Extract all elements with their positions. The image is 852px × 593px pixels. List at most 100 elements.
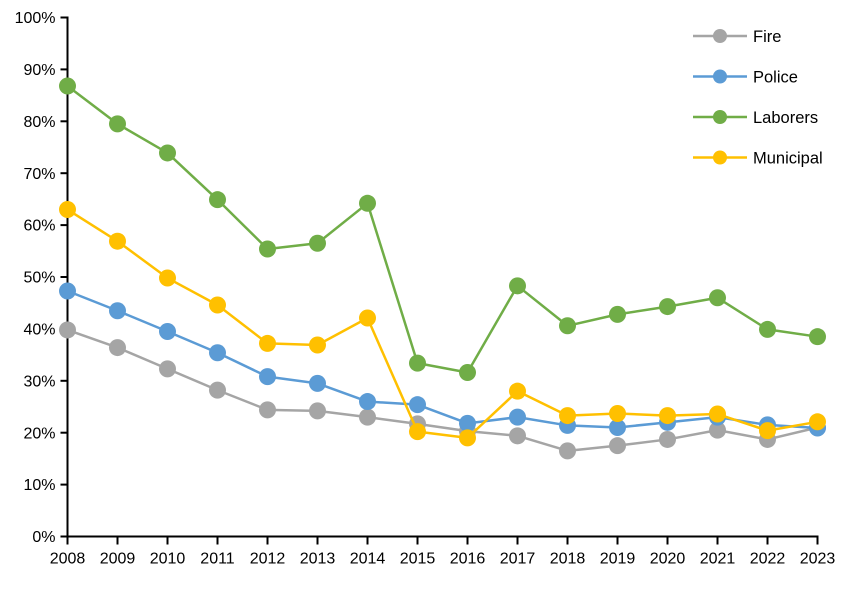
x-tick-label: 2022 [750, 551, 786, 568]
series-police-point [259, 368, 276, 386]
series-police-point [359, 393, 376, 411]
x-tick-label: 2021 [700, 551, 736, 568]
series-municipal-point [459, 429, 476, 447]
series-municipal-point [359, 309, 376, 327]
y-tick-label: 100% [15, 10, 56, 27]
series-laborers-point [659, 298, 676, 316]
y-tick-label: 40% [23, 322, 55, 339]
series-fire-point [59, 321, 76, 339]
series-municipal-point [759, 422, 776, 440]
series-fire-point [509, 427, 526, 445]
series-fire-point [159, 360, 176, 378]
series-laborers-point [259, 240, 276, 258]
series-laborers-point [409, 354, 426, 372]
legend-item-laborers: Laborers [693, 109, 818, 127]
x-tick-label: 2011 [200, 551, 235, 568]
series-municipal-point [659, 407, 676, 425]
series-laborers-point [159, 144, 176, 162]
x-tick-label: 2009 [100, 551, 136, 568]
series-municipal-point [109, 232, 126, 250]
series-municipal-point [259, 334, 276, 352]
x-tick-label: 2010 [150, 551, 186, 568]
series-laborers-point [709, 289, 726, 307]
y-axis-ticks: 0% 10% 20% 30% 40% 50% 60% 70% 80% 90% 100% [15, 10, 68, 546]
x-tick-label: 2018 [550, 551, 586, 568]
x-tick-label: 2017 [500, 551, 536, 568]
series-police-point [459, 414, 476, 432]
series-police-point [509, 408, 526, 426]
x-tick-label: 2019 [600, 551, 636, 568]
y-tick-label: 90% [23, 62, 55, 79]
x-tick-label: 2008 [50, 551, 86, 568]
legend-label-fire: Fire [753, 28, 781, 46]
series-municipal-point [59, 201, 76, 219]
series-fire [59, 321, 826, 460]
series-fire-line [67, 328, 818, 453]
x-tick-label: 2023 [800, 551, 836, 568]
legend-marker-police [713, 69, 727, 84]
y-tick-label: 70% [23, 166, 55, 183]
series-police-point [159, 322, 176, 340]
x-tick-label: 2020 [650, 551, 686, 568]
series-laborers-point [309, 234, 326, 252]
y-tick-label: 10% [23, 477, 55, 494]
series-laborers-point [509, 277, 526, 295]
series-laborers-point [359, 194, 376, 212]
series-police-point [409, 396, 426, 414]
series-laborers [59, 77, 826, 381]
legend-item-municipal: Municipal [693, 149, 823, 167]
series-fire-point [259, 401, 276, 419]
series-fire-point [659, 430, 676, 448]
y-tick-label: 50% [23, 270, 55, 287]
legend-item-police: Police [693, 68, 798, 86]
series-laborers-point [609, 305, 626, 323]
legend-label-police: Police [753, 68, 798, 86]
legend-marker-municipal [713, 150, 727, 165]
y-tick-label: 30% [23, 373, 55, 390]
series-police-point [109, 302, 126, 320]
series-fire-point [709, 421, 726, 439]
series-municipal-line [66, 208, 818, 440]
x-tick-label: 2013 [300, 551, 336, 568]
series-municipal-point [709, 405, 726, 423]
series-municipal-point [609, 404, 626, 422]
series-laborers-point [759, 320, 776, 338]
series-municipal-point [409, 423, 426, 441]
legend-label-laborers: Laborers [753, 109, 818, 127]
series-laborers-point [209, 191, 226, 209]
series-fire-point [309, 402, 326, 420]
series-laborers-point [59, 77, 76, 95]
series-municipal-point [809, 413, 826, 431]
x-axis-ticks: 2008 2009 2010 2011 2012 2013 2014 2015 2016 2017… [50, 536, 836, 568]
x-tick-label: 2015 [400, 551, 436, 568]
x-tick-label: 2012 [250, 551, 286, 568]
series-municipal [59, 201, 826, 447]
series-municipal-point [559, 407, 576, 425]
series-police-point [59, 282, 76, 300]
legend-marker-fire [713, 29, 727, 43]
x-tick-label: 2014 [350, 551, 386, 568]
y-tick-label: 0% [32, 529, 55, 546]
series-laborers-point [809, 328, 826, 346]
series-fire-point [109, 339, 126, 357]
legend: Fire Police Laborers Municipal [693, 28, 823, 167]
series-police-point [309, 374, 326, 392]
series-laborers-point [559, 317, 576, 335]
series-police-point [209, 344, 226, 362]
y-tick-label: 20% [23, 425, 55, 442]
legend-item-fire: Fire [693, 28, 781, 46]
series-fire-point [359, 408, 376, 426]
series-fire-point [609, 437, 626, 455]
series-municipal-point [509, 382, 526, 400]
x-tick-label: 2016 [450, 551, 486, 568]
series-police-line [67, 289, 818, 430]
y-tick-label: 60% [23, 218, 55, 235]
series-laborers-point [109, 115, 126, 133]
series-municipal-point [159, 269, 176, 287]
legend-label-municipal: Municipal [753, 149, 823, 167]
series-laborers-line [66, 85, 818, 374]
series-municipal-point [309, 336, 326, 354]
series-fire-point [559, 442, 576, 460]
